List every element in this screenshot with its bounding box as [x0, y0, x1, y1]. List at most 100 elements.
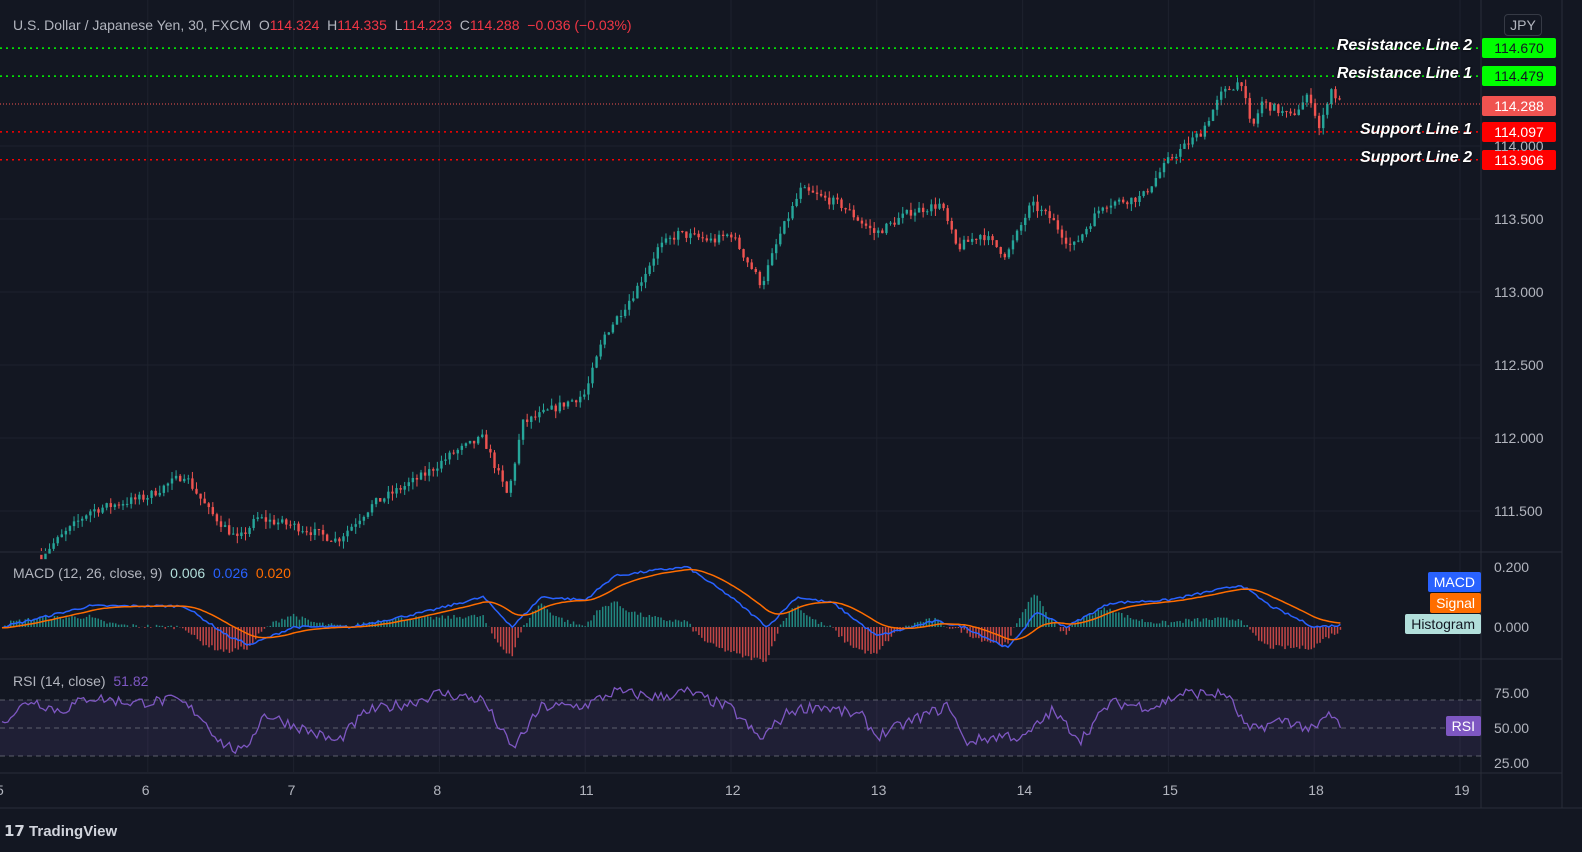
candle-body — [289, 524, 292, 526]
candle-body — [603, 334, 606, 345]
candle-body — [497, 468, 500, 471]
candle-body — [317, 529, 321, 531]
candle-body — [1040, 209, 1043, 212]
candle-body — [1203, 125, 1207, 137]
candle-body — [730, 234, 733, 238]
price-tick-label: 112.500 — [1494, 357, 1544, 373]
macd-legend: MACD (12, 26, close, 9) 0.006 0.026 0.02… — [13, 565, 291, 581]
macd-tick-label: 0.200 — [1494, 559, 1530, 575]
candle-body — [636, 285, 639, 299]
candle-body — [1330, 89, 1333, 105]
candle-body — [362, 516, 366, 521]
candle-body — [338, 538, 341, 542]
candle-body — [146, 497, 149, 500]
candle-body — [815, 192, 819, 194]
candle-body — [787, 218, 790, 222]
candle-body — [554, 405, 557, 412]
candle-body — [183, 478, 186, 482]
candle-body — [595, 356, 598, 368]
candle-body — [852, 209, 855, 218]
candle-body — [1187, 143, 1190, 145]
candle-body — [1334, 89, 1337, 99]
candle-body — [607, 332, 611, 335]
candle-body — [1264, 101, 1268, 103]
candle-body — [795, 198, 798, 206]
candle-body — [566, 401, 570, 407]
high-label: H — [327, 17, 338, 33]
candle-body — [203, 498, 206, 504]
candle-body — [1052, 218, 1056, 221]
candle-body — [509, 480, 513, 493]
candle-body — [68, 526, 72, 531]
tradingview-logo[interactable]: 𝟭𝟳 TradingView — [4, 822, 117, 840]
candle-body — [664, 238, 668, 243]
candle-body — [828, 197, 831, 205]
open-label: O — [258, 17, 270, 33]
candle-body — [178, 475, 182, 482]
candle-body — [379, 498, 382, 502]
candle-body — [689, 233, 692, 238]
candle-body — [1011, 240, 1015, 250]
candle-body — [358, 520, 361, 525]
candle-body — [468, 440, 472, 444]
candle-body — [154, 490, 157, 496]
currency-button[interactable]: JPY — [1504, 14, 1542, 36]
candle-body — [848, 209, 851, 211]
candle-body — [513, 463, 517, 481]
candle-body — [444, 459, 447, 461]
candle-body — [125, 503, 129, 505]
candle-body — [1326, 104, 1329, 115]
candle-body — [1244, 86, 1247, 99]
candle-body — [501, 470, 504, 482]
candle-body — [999, 247, 1002, 254]
candle-body — [56, 537, 59, 544]
symbol-legend: U.S. Dollar / Japanese Yen, 30, FXCM O11… — [13, 17, 632, 33]
candle-body — [1093, 213, 1096, 227]
candle-body — [685, 231, 688, 238]
candle-body — [628, 300, 631, 310]
candle-body — [1256, 113, 1260, 124]
candle-body — [889, 222, 892, 224]
candle-body — [1228, 88, 1231, 90]
candle-body — [897, 217, 900, 225]
candle-body — [427, 469, 431, 476]
symbol-title: U.S. Dollar / Japanese Yen, 30, FXCM — [13, 17, 252, 33]
time-tick-label: 6 — [141, 782, 150, 798]
time-tick-label: 13 — [870, 782, 887, 798]
candle-body — [599, 344, 602, 357]
candle-body — [342, 536, 345, 542]
macd-label: MACD — [1427, 572, 1481, 592]
candle-body — [774, 244, 778, 254]
candle-body — [746, 257, 749, 263]
time-tick-label: 19 — [1454, 782, 1470, 798]
candle-body — [423, 472, 427, 476]
candle-body — [309, 532, 313, 536]
candle-body — [240, 532, 243, 536]
candle-body — [1134, 197, 1137, 202]
candle-body — [1215, 99, 1219, 110]
brand-text: TradingView — [29, 823, 118, 840]
candle-body — [734, 237, 737, 239]
candle-body — [93, 509, 96, 512]
candle-body — [415, 477, 419, 480]
candle-body — [966, 239, 970, 242]
candle-body — [917, 207, 921, 213]
candle-body — [399, 488, 402, 490]
candle-body — [60, 534, 63, 538]
candle-body — [770, 253, 774, 266]
candle-body — [1044, 209, 1047, 212]
candle-body — [1089, 226, 1092, 229]
rsi-label: RSI — [1445, 716, 1481, 736]
candle-body — [921, 207, 925, 213]
candle-body — [840, 199, 843, 209]
candle-body — [726, 234, 729, 237]
candle-body — [930, 204, 933, 212]
candle-body — [783, 221, 786, 234]
candle-body — [1170, 157, 1174, 159]
candle-body — [1162, 163, 1166, 173]
candle-body — [1150, 186, 1153, 193]
candle-body — [521, 419, 525, 440]
candle-body — [881, 230, 884, 234]
candle-body — [1183, 143, 1186, 149]
